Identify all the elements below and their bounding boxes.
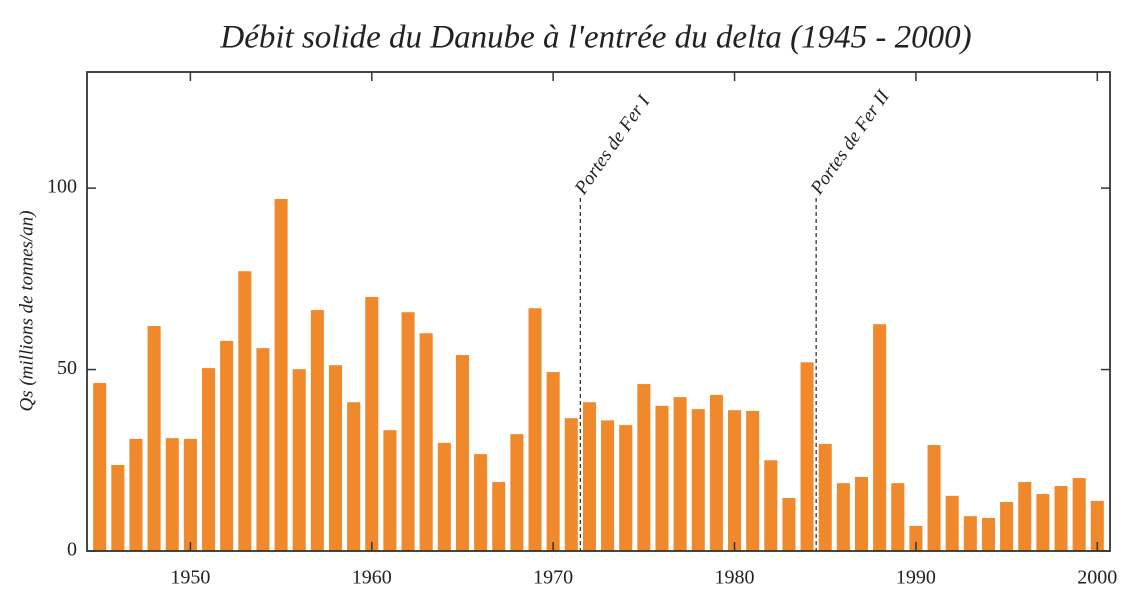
bar xyxy=(655,405,669,551)
plot-frame xyxy=(86,71,1111,552)
bar xyxy=(165,438,179,551)
bar xyxy=(854,476,869,551)
bar xyxy=(365,296,379,551)
bar xyxy=(1072,478,1086,551)
bar xyxy=(437,442,451,551)
bar xyxy=(945,495,959,551)
bar xyxy=(492,482,506,551)
chart-title: Débit solide du Danube à l'entrée du del… xyxy=(219,20,971,56)
bar xyxy=(709,394,723,551)
bar xyxy=(274,199,288,551)
bar xyxy=(728,410,742,551)
y-axis-label: Qs (millions de tonnes/an) xyxy=(16,210,37,411)
bar xyxy=(93,382,107,551)
y-tick-label: 50 xyxy=(57,357,77,379)
bar xyxy=(564,418,578,551)
bar xyxy=(1090,500,1104,551)
bar xyxy=(474,454,488,551)
bar xyxy=(1054,486,1068,551)
bar xyxy=(111,464,125,551)
bar xyxy=(619,425,633,551)
x-tick-label: 1950 xyxy=(170,567,210,589)
y-tick-label: 100 xyxy=(47,176,77,198)
bar xyxy=(746,410,760,551)
bar xyxy=(292,369,306,551)
x-tick-label: 1960 xyxy=(352,567,392,589)
bar xyxy=(818,443,832,551)
bar xyxy=(310,310,324,551)
bar xyxy=(873,324,887,551)
bar xyxy=(981,517,996,551)
bar xyxy=(673,397,687,551)
bar xyxy=(927,445,941,551)
bar xyxy=(383,430,397,551)
bar xyxy=(691,409,705,551)
bar xyxy=(328,365,343,551)
x-tick-label: 1980 xyxy=(715,567,755,589)
bar xyxy=(582,402,596,551)
bar xyxy=(256,348,270,551)
bar xyxy=(909,525,923,551)
x-tick-label: 1970 xyxy=(533,567,573,589)
x-tick-label: 2000 xyxy=(1077,567,1117,589)
bar xyxy=(455,355,469,551)
bar xyxy=(147,326,161,551)
bar xyxy=(782,498,796,551)
bar xyxy=(1018,482,1032,551)
bar xyxy=(510,434,524,551)
bar xyxy=(238,271,252,551)
bar xyxy=(637,384,651,551)
bar xyxy=(201,368,216,551)
bar xyxy=(963,516,977,551)
bar xyxy=(183,438,197,551)
bar xyxy=(401,312,415,551)
x-tick-label: 1990 xyxy=(896,567,936,589)
bar xyxy=(800,362,814,551)
bar xyxy=(891,483,905,551)
bar xyxy=(1036,494,1050,551)
bar xyxy=(528,308,542,551)
bar xyxy=(220,340,234,551)
bar xyxy=(764,460,778,551)
bar xyxy=(546,372,560,551)
bar xyxy=(1000,502,1014,551)
bar xyxy=(601,420,615,551)
annotation-label: Portes de Fer I xyxy=(570,90,655,199)
annotation-label: Portes de Fer II xyxy=(806,85,895,199)
bar xyxy=(836,483,850,551)
bar xyxy=(129,438,143,551)
bar xyxy=(347,402,361,551)
y-tick-label: 0 xyxy=(67,539,77,561)
bar xyxy=(419,333,433,551)
